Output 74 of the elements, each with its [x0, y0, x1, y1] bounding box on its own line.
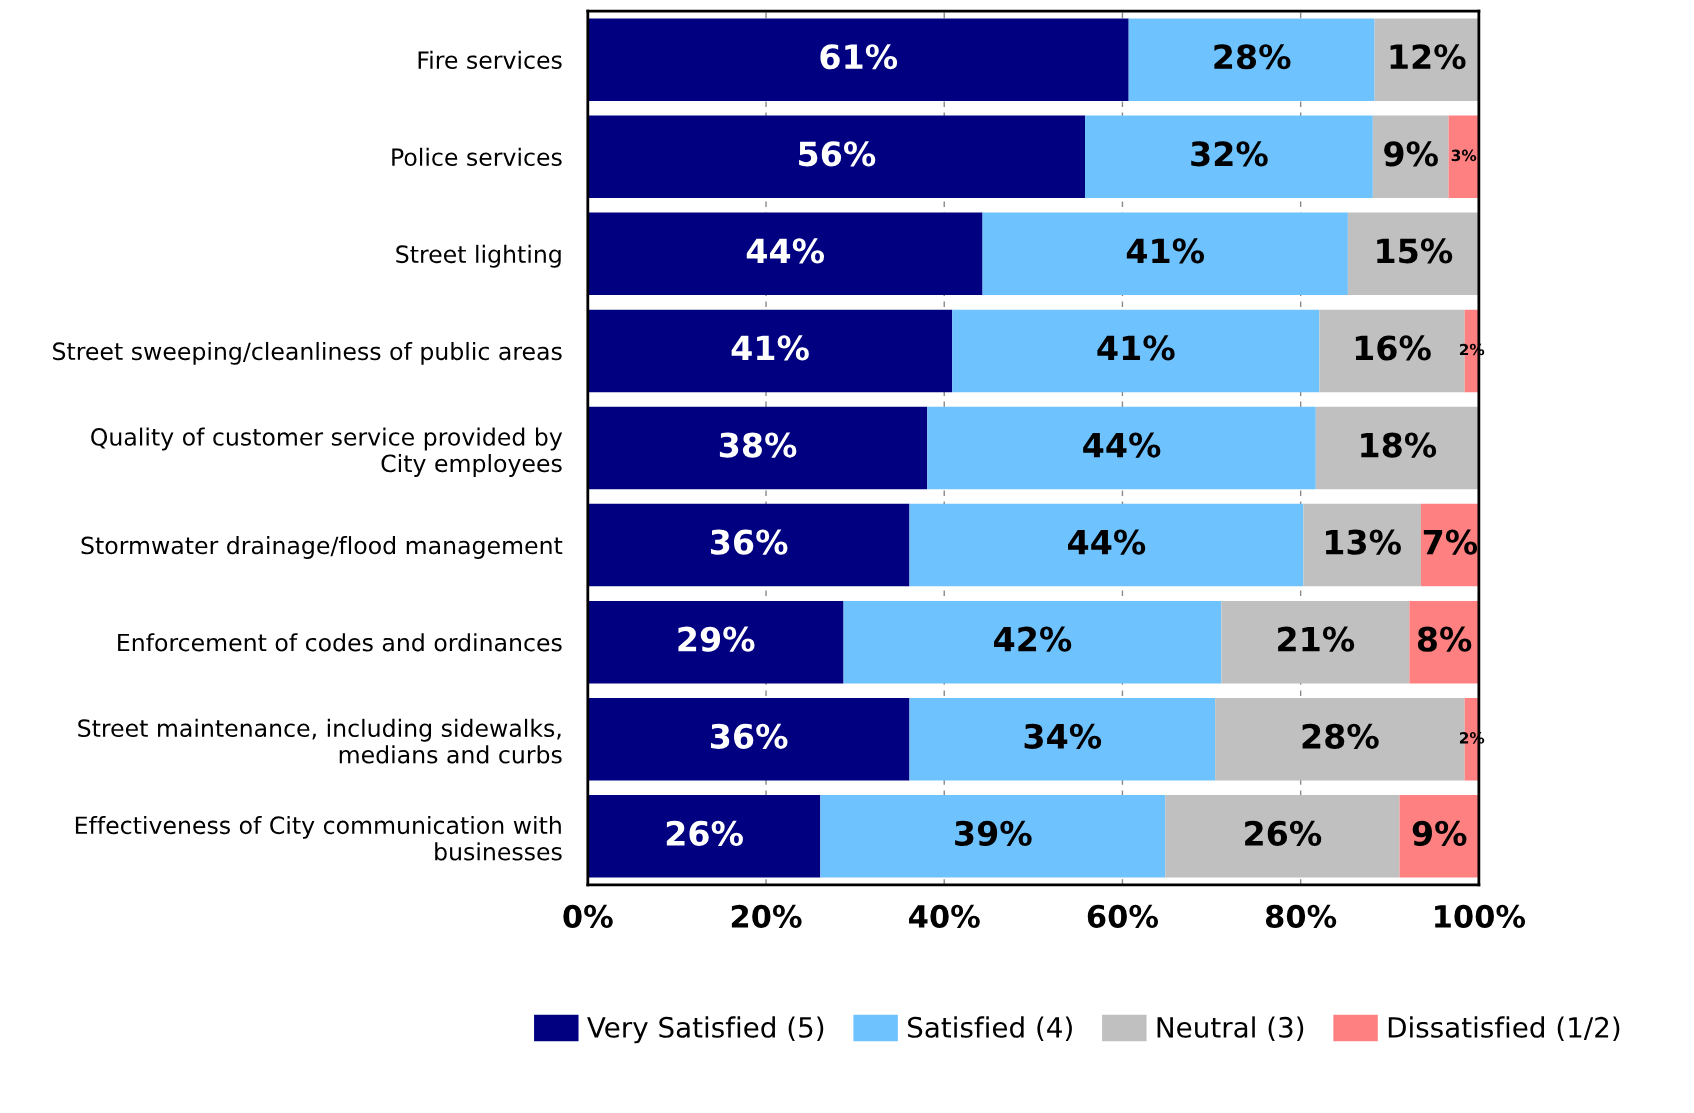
bar — [1221, 600, 1410, 684]
data-label: 38% — [719, 432, 797, 458]
bar — [587, 309, 953, 393]
bar — [843, 600, 1222, 684]
data-label: 8% — [1417, 626, 1472, 652]
y-tick-label: Street sweeping/cleanliness of public areas — [53, 341, 562, 365]
data-label: 26% — [1245, 820, 1322, 846]
data-label: 36% — [710, 529, 788, 555]
y-tick-label: Fire services — [418, 50, 562, 69]
data-label: 34% — [1024, 723, 1102, 749]
y-tick-label: Effectiveness of City communication with businesses — [75, 815, 562, 861]
y-tick-label: Quality of customer service provided by City employees — [91, 427, 563, 477]
bar — [587, 406, 928, 490]
bar — [982, 212, 1348, 296]
bar — [587, 212, 983, 296]
bar — [1165, 795, 1400, 878]
data-label: 28% — [1302, 723, 1379, 749]
x-tick-label: 60% — [1087, 904, 1159, 928]
bar — [927, 406, 1316, 490]
data-label: 13% — [1326, 529, 1401, 555]
data-label: 3% — [1451, 149, 1477, 162]
data-label: 42% — [994, 626, 1072, 652]
data-label: 12% — [1390, 44, 1466, 70]
data-label: 41% — [1126, 238, 1205, 264]
bar — [1372, 115, 1449, 199]
data-label: 39% — [955, 820, 1032, 846]
legend-label: Neutral (3) — [1157, 1016, 1304, 1042]
y-tick-label: Police services — [392, 147, 562, 167]
data-label: 7% — [1423, 529, 1478, 555]
bar — [587, 697, 910, 781]
data-label: 21% — [1278, 626, 1355, 652]
data-label: 44% — [1083, 432, 1161, 458]
bar — [909, 697, 1216, 781]
data-label: 26% — [666, 820, 743, 846]
bar — [1085, 115, 1373, 199]
data-label: 56% — [799, 141, 876, 167]
data-label: 41% — [1097, 335, 1175, 361]
data-label: 61% — [820, 44, 898, 70]
data-label: 36% — [710, 723, 788, 749]
bar — [1347, 212, 1479, 296]
data-label: 15% — [1377, 238, 1453, 264]
bar — [820, 795, 1166, 878]
y-tick-label: Street maintenance, including sidewalks, medians and curbs — [78, 718, 562, 764]
legend-label: Very Satisfied (5) — [587, 1016, 824, 1044]
bar — [587, 600, 844, 684]
bar — [952, 309, 1320, 393]
data-label: 29% — [678, 626, 755, 652]
bar — [587, 795, 821, 878]
bar — [909, 503, 1304, 587]
data-label: 9% — [1412, 820, 1467, 846]
bar — [587, 503, 910, 587]
x-tick-label: 0% — [563, 904, 613, 928]
y-tick-label: Stormwater drainage/flood management — [81, 536, 563, 559]
data-label: 18% — [1361, 432, 1437, 458]
y-tick-label: Street lighting — [396, 244, 561, 268]
data-label: 9% — [1384, 141, 1438, 167]
x-tick-label: 40% — [909, 904, 980, 928]
bar — [587, 115, 1086, 199]
bar — [1315, 406, 1479, 490]
x-tick-label: 20% — [731, 904, 802, 928]
data-label: 44% — [1068, 529, 1146, 555]
x-tick-label: 100% — [1435, 904, 1526, 928]
y-tick-label: Enforcement of codes and ordinances — [118, 633, 562, 652]
data-label: 28% — [1214, 44, 1291, 70]
bar — [1128, 18, 1375, 101]
legend-label: Dissatisfied (1/2) — [1388, 1016, 1620, 1042]
legend-label: Satisfied (4) — [908, 1016, 1072, 1042]
data-label: 32% — [1191, 141, 1268, 167]
data-label: 44% — [746, 238, 825, 264]
bar — [587, 18, 1129, 101]
data-label: 41% — [731, 335, 809, 361]
bar — [1303, 503, 1421, 587]
x-tick-label: 80% — [1265, 904, 1337, 928]
data-label: 16% — [1355, 335, 1431, 361]
